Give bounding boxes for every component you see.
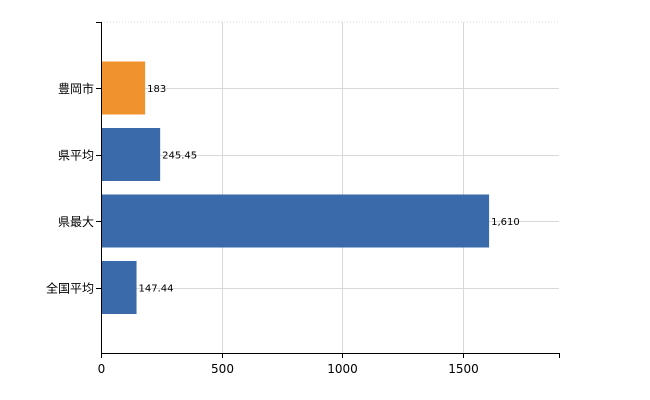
category-label-3: 全国平均 xyxy=(46,281,94,296)
x-tick-label-1: 500 xyxy=(211,362,234,376)
data-label-1: 245.45 xyxy=(162,151,197,162)
grid xyxy=(101,21,559,353)
labels: 183 豊岡市 245.45 県平均 1,610 県最大 147.44 全国平均 0 500 100… xyxy=(46,81,520,376)
category-label-1: 県平均 xyxy=(58,149,94,163)
x-tick-label-3: 1500 xyxy=(448,362,479,376)
category-label-2: 県最大 xyxy=(58,215,94,229)
bar-0 xyxy=(101,61,146,115)
x-tick-label-0: 0 xyxy=(98,362,106,376)
bars xyxy=(101,61,490,314)
bar-2 xyxy=(101,194,490,248)
data-label-2: 1,610 xyxy=(491,217,520,228)
x-tick-label-2: 1000 xyxy=(327,362,358,376)
category-label-0: 豊岡市 xyxy=(58,81,94,96)
axes xyxy=(96,22,560,358)
data-label-0: 183 xyxy=(147,84,166,95)
bar-3 xyxy=(101,261,137,314)
data-label-3: 147.44 xyxy=(139,284,174,295)
bar-1 xyxy=(101,128,161,181)
